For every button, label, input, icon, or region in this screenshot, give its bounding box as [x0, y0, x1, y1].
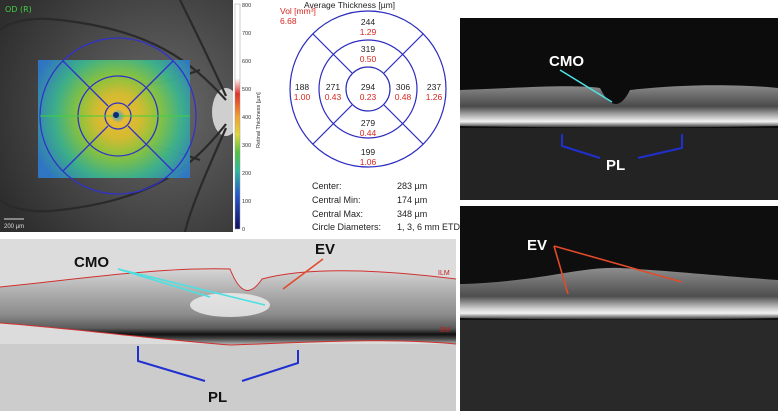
scalebar-label: 200 µm — [4, 224, 24, 230]
outer-superior-vol: 1.29 — [360, 27, 377, 37]
ilm-label: ILM — [438, 270, 450, 277]
stat-row: Central Min: 174 µm — [312, 194, 473, 208]
cmo-pointer — [559, 69, 613, 103]
colorscale-ticks: 800 700 600 500 400 300 200 100 0 — [242, 3, 251, 232]
stat-key: Circle Diameters: — [312, 222, 382, 233]
oct-bscan-right-bottom: EV — [460, 206, 778, 411]
vol-label: Vol [mm³] — [280, 6, 316, 16]
outer-inferior-thickness: 199 — [361, 147, 375, 157]
cmo-label: CMO — [74, 254, 109, 271]
etdrs-header: Average Thickness [µm] — [304, 0, 395, 10]
ev-label: EV — [527, 237, 547, 254]
tick: 700 — [242, 31, 251, 37]
inner-inferior-vol: 0.44 — [360, 128, 377, 138]
outer-superior-thickness: 244 — [361, 17, 375, 27]
cmo-label: CMO — [549, 53, 584, 70]
bm-boundary — [0, 322, 456, 346]
inner-left-thickness: 271 — [326, 82, 340, 92]
inner-right-vol: 0.48 — [395, 92, 412, 102]
outer-left-thickness: 188 — [295, 82, 309, 92]
stat-row: Circle Diameters: 1, 3, 6 mm ETDRS — [312, 221, 473, 235]
eye-label: OD (R) — [5, 5, 32, 14]
etdrs-stats: Center: 283 µm Central Min: 174 µm Central… — [312, 180, 473, 235]
center-vol: 0.23 — [360, 92, 377, 102]
outer-left-vol: 1.00 — [294, 92, 311, 102]
vol-total: 6.68 — [280, 16, 297, 26]
stat-row: Center: 283 µm — [312, 180, 473, 194]
pl-pointer — [561, 134, 683, 159]
bm-label: BM — [440, 327, 451, 334]
ev-pointer — [282, 258, 324, 290]
etdrs-rings — [289, 10, 447, 168]
oct-bscan-right-top: CMO PL — [460, 18, 778, 200]
cmo-pointer — [117, 268, 266, 306]
colorscale-title: Retinal Thickness [µm] — [256, 92, 262, 148]
fundus-image: OD (R) 200 µm — [0, 0, 233, 232]
inner-right-thickness: 306 — [396, 82, 410, 92]
stat-key: Center: — [312, 181, 342, 191]
inner-superior-vol: 0.50 — [360, 54, 377, 64]
stat-value: 283 µm — [397, 181, 428, 191]
ev-label: EV — [315, 241, 335, 258]
stat-value: 348 µm — [397, 208, 428, 219]
inner-superior-thickness: 319 — [361, 44, 375, 54]
tick: 400 — [242, 115, 251, 121]
tick: 600 — [242, 59, 251, 65]
tick: 300 — [242, 143, 251, 149]
outer-right-vol: 1.26 — [426, 92, 443, 102]
stat-key: Central Max: — [312, 208, 364, 219]
tick: 0 — [242, 227, 245, 232]
outer-right-thickness: 237 — [427, 82, 441, 92]
ev-pointer — [553, 245, 683, 295]
stat-key: Central Min: — [312, 194, 361, 205]
outer-inferior-vol: 1.06 — [360, 157, 377, 167]
tick: 200 — [242, 171, 251, 177]
thickness-map — [38, 60, 190, 178]
etdrs-thickness-chart: Average Thickness [µm] Vol [mm³] 6.68 24… — [276, 0, 456, 238]
ilm-boundary — [0, 268, 456, 291]
pl-label: PL — [208, 389, 227, 406]
inner-inferior-thickness: 279 — [361, 118, 375, 128]
pl-pointer — [137, 346, 299, 382]
stat-value: 1, 3, 6 mm ETDRS — [397, 222, 473, 233]
oct-bscan-bottom: CMO EV ILM BM PL — [0, 239, 456, 411]
tick: 800 — [242, 3, 251, 9]
stat-value: 174 µm — [397, 194, 428, 205]
optic-disc — [212, 88, 233, 136]
tick: 500 — [242, 87, 251, 93]
center-thickness: 294 — [361, 82, 375, 92]
stat-row: Central Max: 348 µm — [312, 208, 473, 222]
tick: 100 — [242, 199, 251, 205]
pl-label: PL — [606, 157, 625, 174]
inner-left-vol: 0.43 — [325, 92, 342, 102]
thickness-colorscale: 800 700 600 500 400 300 200 100 0 Retina… — [234, 0, 274, 232]
